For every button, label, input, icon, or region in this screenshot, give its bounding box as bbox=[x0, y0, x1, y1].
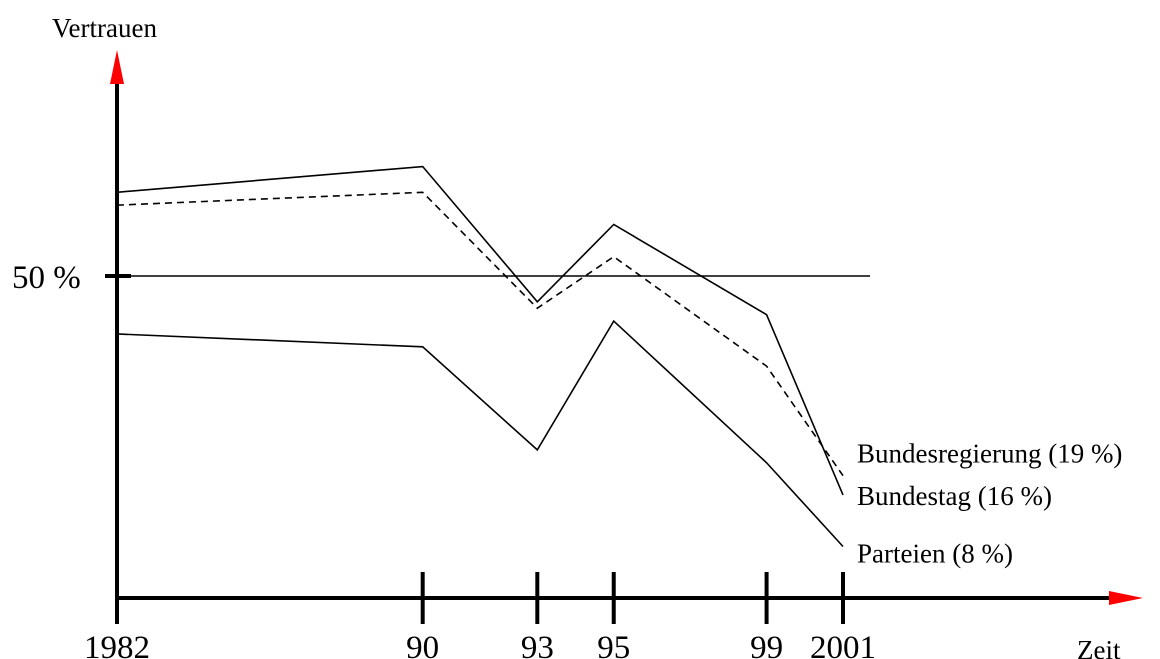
series-line-0 bbox=[116, 191, 844, 477]
x-tick-label: 93 bbox=[521, 630, 554, 659]
x-tick-label: 2001 bbox=[810, 630, 876, 659]
y-tick-label-50: 50 % bbox=[12, 260, 81, 296]
y-axis-label: Vertrauen bbox=[52, 13, 157, 43]
labels-group: Vertrauen Zeit 1982 90 93 95 99 2001 50 % Bundesr… bbox=[12, 13, 1122, 659]
series-group bbox=[116, 165, 844, 548]
y-axis-arrow-icon bbox=[110, 50, 124, 84]
axes bbox=[110, 50, 1143, 624]
series-line-1 bbox=[116, 165, 844, 496]
x-tick-label: 1982 bbox=[84, 630, 150, 659]
x-tick-label: 90 bbox=[406, 630, 439, 659]
x-tick-label: 99 bbox=[750, 630, 783, 659]
series-line-2 bbox=[116, 319, 844, 548]
series-label-2: Parteien (8 %) bbox=[857, 538, 1013, 568]
x-axis-label: Zeit bbox=[1077, 635, 1121, 659]
x-axis-arrow-icon bbox=[1109, 591, 1143, 605]
x-tick-label: 95 bbox=[597, 630, 630, 659]
series-label-1: Bundestag (16 %) bbox=[857, 481, 1052, 511]
series-label-0: Bundesregierung (19 %) bbox=[857, 439, 1122, 469]
